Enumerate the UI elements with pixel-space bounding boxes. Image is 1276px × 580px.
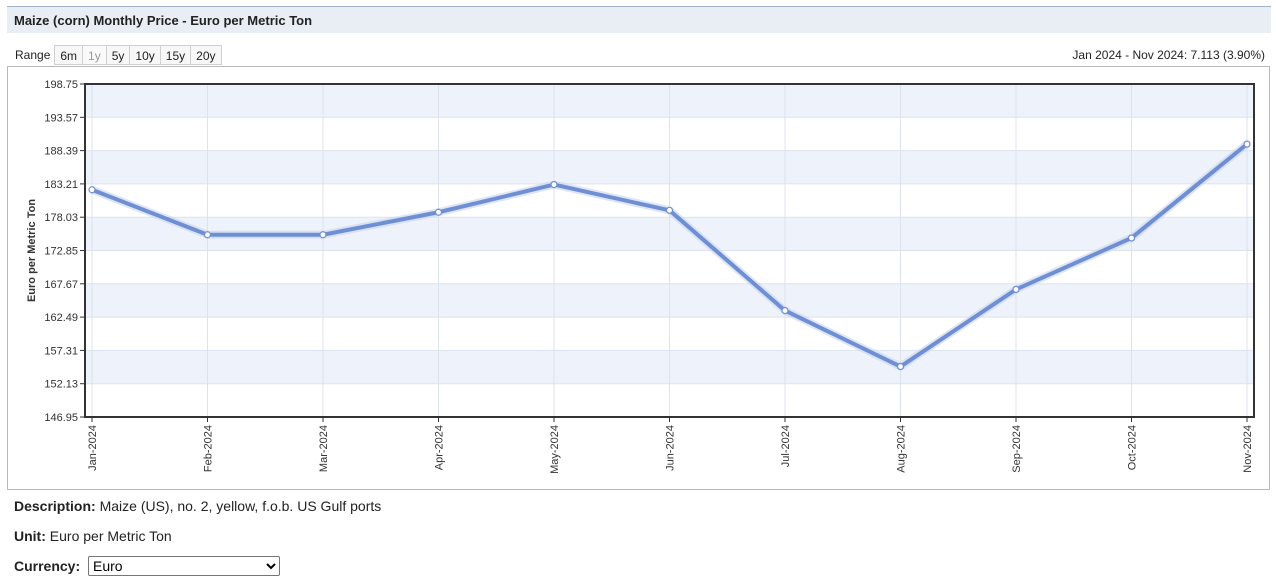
x-tick-label: May-2024 [549, 425, 561, 474]
description-row: Description: Maize (US), no. 2, yellow, … [14, 498, 381, 514]
page-edge [1274, 0, 1276, 580]
description-label: Description: [14, 498, 96, 514]
currency-label: Currency: [14, 558, 81, 574]
range-label: Range [15, 48, 51, 62]
data-point[interactable] [1012, 285, 1020, 293]
chart-title-bar: Maize (corn) Monthly Price - Euro per Me… [7, 6, 1271, 33]
data-point[interactable] [550, 181, 558, 189]
y-tick-label: 198.75 [44, 79, 78, 91]
range-selector: Range 6m 1y 5y 10y 15y 20y [11, 44, 222, 66]
x-tick-label: Jan-2024 [87, 425, 99, 471]
range-button-10y[interactable]: 10y [129, 45, 161, 65]
data-point[interactable] [434, 208, 443, 216]
currency-row: Currency: [14, 558, 80, 574]
x-tick-label: Jun-2024 [665, 425, 677, 471]
range-button-6m[interactable]: 6m [54, 45, 84, 65]
unit-value: Euro per Metric Ton [49, 528, 172, 544]
data-point[interactable] [896, 362, 905, 371]
y-tick-label: 167.67 [44, 279, 78, 291]
data-point[interactable] [781, 307, 789, 315]
description-value: Maize (US), no. 2, yellow, f.o.b. US Gul… [99, 498, 382, 514]
x-tick-label: Nov-2024 [1242, 425, 1254, 473]
currency-select[interactable]: Euro [88, 556, 280, 576]
range-button-20y[interactable]: 20y [190, 45, 222, 65]
x-tick-label: Apr-2024 [434, 425, 446, 470]
unit-label: Unit: [14, 528, 46, 544]
range-button-15y[interactable]: 15y [159, 45, 192, 65]
chart-container: 146.95 152.13 157.31 162.49 167.67 172.85 178.… [7, 66, 1270, 490]
x-tick-label: Sep-2024 [1011, 425, 1023, 473]
x-tick-label: Jul-2024 [780, 425, 792, 467]
range-button-5y[interactable]: 5y [105, 45, 131, 65]
price-change-summary: Jan 2024 - Nov 2024: 7.113 (3.90%) [1072, 48, 1265, 62]
data-point[interactable] [88, 186, 96, 194]
x-tick-label: Aug-2024 [896, 425, 908, 473]
y-tick-label: 178.03 [44, 212, 78, 224]
y-tick-label: 193.57 [44, 112, 78, 124]
data-point[interactable] [319, 231, 327, 239]
data-point[interactable] [203, 231, 212, 239]
data-point[interactable] [665, 206, 674, 214]
y-tick-label: 162.49 [44, 312, 78, 324]
unit-row: Unit: Euro per Metric Ton [14, 528, 172, 544]
y-tick-label: 183.21 [44, 179, 78, 191]
x-tick-label: Oct-2024 [1127, 425, 1139, 470]
y-tick-label: 157.31 [44, 345, 78, 357]
data-point[interactable] [1243, 140, 1251, 148]
x-tick-label: Feb-2024 [203, 425, 215, 472]
y-tick-label: 172.85 [44, 246, 78, 258]
range-button-1y[interactable]: 1y [82, 45, 107, 65]
y-tick-label: 152.13 [44, 379, 78, 391]
page-title: Maize (corn) Monthly Price - Euro per Me… [14, 13, 313, 28]
y-axis-label: Euro per Metric Ton [26, 199, 38, 302]
x-tick-label: Mar-2024 [318, 425, 330, 472]
y-tick-label: 146.95 [44, 412, 78, 424]
y-tick-label: 188.39 [44, 146, 78, 158]
data-point[interactable] [1127, 234, 1136, 242]
price-line-chart: 146.95 152.13 157.31 162.49 167.67 172.85 178.… [26, 79, 1255, 474]
